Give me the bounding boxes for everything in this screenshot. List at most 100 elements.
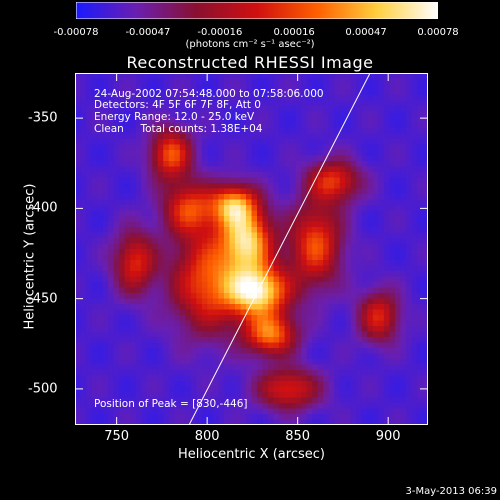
heatmap-cell (152, 408, 159, 415)
heatmap-cell (405, 144, 412, 151)
heatmap-cell (356, 331, 363, 338)
heatmap-cell (113, 177, 120, 184)
heatmap-cell (372, 205, 379, 211)
heatmap-cell (306, 276, 313, 283)
heatmap-cell (190, 364, 197, 371)
heatmap-cell (405, 293, 412, 299)
heatmap-cell (80, 271, 87, 277)
heatmap-cell (400, 106, 407, 112)
heatmap-cell (229, 232, 236, 239)
heatmap-cell (251, 188, 258, 195)
heatmap-cell (130, 238, 137, 244)
heatmap-cell (80, 89, 87, 96)
heatmap-cell (229, 238, 236, 244)
heatmap-cell (400, 260, 407, 266)
heatmap-cell (91, 298, 98, 305)
heatmap-cell (207, 249, 214, 255)
heatmap-cell (416, 304, 423, 310)
solar-limb-line (188, 73, 371, 425)
heatmap-cell (273, 227, 280, 233)
heatmap-cell (141, 260, 148, 266)
heatmap-cell (163, 73, 170, 79)
heatmap-cell (279, 199, 285, 206)
heatmap-cell (80, 304, 87, 310)
heatmap-cell (361, 414, 368, 420)
heatmap-cell (212, 282, 219, 288)
heatmap-cell (102, 73, 109, 79)
heatmap-cell (334, 326, 341, 332)
heatmap-cell (361, 287, 368, 294)
heatmap-cell (350, 139, 357, 145)
heatmap-cell (97, 166, 103, 173)
heatmap-cell (80, 342, 87, 349)
heatmap-cell (124, 166, 131, 173)
heatmap-cell (273, 128, 280, 134)
heatmap-cell (405, 397, 412, 404)
heatmap-cell (190, 254, 197, 261)
heatmap-cell (234, 139, 241, 145)
heatmap-cell (372, 117, 379, 123)
heatmap-cell (306, 199, 313, 206)
heatmap-cell (378, 254, 385, 261)
heatmap-cell (383, 353, 390, 360)
heatmap-cell (257, 276, 263, 283)
heatmap-cell (146, 392, 153, 398)
heatmap-cell (196, 414, 203, 420)
heatmap-cell (279, 100, 285, 107)
heatmap-cell (273, 238, 280, 244)
heatmap-cell (268, 342, 274, 349)
heatmap-cell (383, 304, 390, 310)
heatmap-cell (174, 232, 181, 239)
heatmap-cell (411, 111, 418, 118)
heatmap-cell (185, 392, 192, 398)
heatmap-cell (361, 282, 368, 288)
heatmap-cell (389, 216, 396, 222)
heatmap-cell (257, 293, 263, 299)
heatmap-cell (389, 331, 396, 338)
heatmap-cell (179, 265, 186, 272)
heatmap-cell (422, 392, 428, 398)
heatmap-cell (146, 364, 153, 371)
heatmap-cell (383, 78, 390, 85)
heatmap-cell (405, 287, 412, 294)
heatmap-cell (262, 122, 269, 129)
heatmap-cell (422, 403, 428, 409)
heatmap-cell (80, 188, 87, 195)
heatmap-cell (179, 139, 186, 145)
heatmap-cell (179, 106, 186, 112)
heatmap-cell (245, 309, 252, 316)
heatmap-cell (378, 408, 385, 415)
heatmap-cell (223, 304, 230, 310)
heatmap-cell (135, 375, 142, 382)
heatmap-cell (257, 194, 263, 200)
heatmap-cell (196, 386, 203, 393)
heatmap-cell (113, 282, 120, 288)
heatmap-cell (345, 172, 352, 178)
heatmap-cell (119, 337, 126, 343)
heatmap-cell (152, 139, 159, 145)
heatmap-cell (279, 139, 285, 145)
heatmap-cell (201, 122, 208, 129)
heatmap-cell (279, 414, 285, 420)
heatmap-cell (196, 375, 203, 382)
heatmap-cell (345, 342, 352, 349)
heatmap-cell (102, 133, 109, 140)
heatmap-cell (86, 326, 92, 332)
heatmap-cell (279, 304, 285, 310)
heatmap-cell (251, 364, 258, 371)
heatmap-cell (218, 117, 225, 123)
heatmap-cell (229, 161, 236, 167)
heatmap-cell (306, 139, 313, 145)
heatmap-cell (394, 221, 401, 228)
heatmap-cell (168, 364, 175, 371)
heatmap-cell (334, 304, 341, 310)
heatmap-cell (141, 183, 148, 189)
heatmap-cell (290, 260, 297, 266)
heatmap-cell (119, 199, 126, 206)
heatmap-cell (378, 265, 385, 272)
heatmap-cell (290, 172, 297, 178)
heatmap-cell (245, 172, 252, 178)
heatmap-cell (113, 304, 120, 310)
heatmap-cell (268, 408, 274, 415)
heatmap-cell (75, 298, 81, 305)
